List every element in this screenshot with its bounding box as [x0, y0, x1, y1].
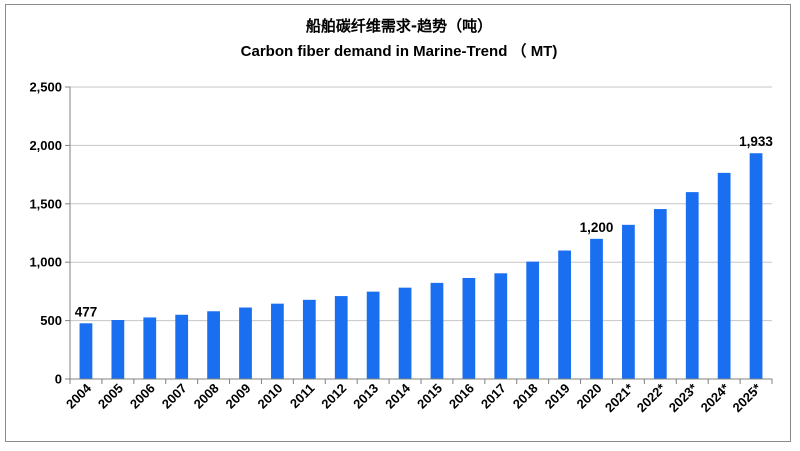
bar [334, 296, 348, 379]
y-tick-label: 500 [40, 313, 62, 328]
y-tick-label: 1,500 [29, 196, 62, 211]
bar [366, 291, 380, 379]
bar [685, 192, 699, 379]
x-tick-label: 2009 [223, 381, 254, 412]
bar [79, 323, 93, 379]
data-label: 1,200 [580, 220, 614, 235]
bar [717, 172, 731, 379]
x-tick-label: 2014 [382, 380, 414, 412]
data-label: 1,933 [739, 134, 773, 149]
bar [207, 311, 220, 379]
y-tick-label: 2,500 [29, 80, 62, 95]
bar [462, 277, 476, 379]
x-tick-label: 2011 [287, 381, 318, 412]
x-tick-label: 2021* [602, 380, 637, 415]
chart-frame: 船舶碳纤维需求-趋势（吨） Carbon fiber demand in Mar… [5, 4, 791, 442]
y-tick-label: 1,000 [29, 255, 62, 270]
x-tick-label: 2024* [698, 380, 733, 415]
x-tick-label: 2015 [414, 381, 445, 412]
bar [430, 282, 444, 379]
bar [494, 273, 508, 379]
x-tick-label: 2023* [666, 380, 701, 415]
x-tick-label: 2006 [127, 381, 158, 412]
bar [558, 250, 571, 379]
x-tick-label: 2017 [478, 381, 509, 412]
y-axis-ticks: 0 500 1,000 1,500 2,000 2,500 [29, 80, 70, 387]
x-tick-label: 2025* [730, 380, 765, 415]
bar [749, 153, 763, 379]
bar [175, 314, 189, 379]
bar [653, 209, 667, 379]
bar [239, 307, 252, 379]
bar [526, 261, 540, 379]
x-tick-label: 2022* [634, 380, 669, 415]
bar [111, 320, 125, 379]
x-tick-label: 2018 [510, 381, 541, 412]
x-tick-label: 2016 [446, 381, 477, 412]
x-tick-label: 2008 [191, 381, 222, 412]
x-axis-ticks: 2004 2005 2006 2007 2008 2009 2010 2011 2012 2013… [63, 379, 773, 415]
chart-subtitle: Carbon fiber demand in Marine-Trend （ MT… [241, 42, 558, 60]
x-tick-label: 2007 [159, 381, 190, 412]
bar [143, 317, 157, 379]
bars [79, 153, 763, 379]
bar [622, 224, 635, 379]
chart-title: 船舶碳纤维需求-趋势（吨） [306, 17, 492, 35]
y-tick-label: 2,000 [29, 138, 62, 153]
x-tick-label: 2010 [254, 381, 285, 412]
bar [398, 287, 412, 379]
x-tick-label: 2019 [542, 381, 573, 412]
x-tick-label: 2005 [95, 381, 126, 412]
data-labels: 477 1,200 1,933 [75, 134, 774, 319]
bar-chart: 船舶碳纤维需求-趋势（吨） Carbon fiber demand in Mar… [29, 17, 774, 415]
gridlines [70, 86, 772, 322]
bar [271, 303, 284, 379]
y-tick-label: 0 [55, 372, 62, 387]
x-tick-label: 2004 [63, 380, 95, 412]
bar [590, 238, 603, 379]
x-tick-label: 2020 [574, 381, 605, 412]
x-tick-label: 2013 [350, 381, 381, 412]
data-label: 477 [75, 304, 98, 319]
bar [302, 299, 316, 379]
x-tick-label: 2012 [318, 381, 349, 412]
